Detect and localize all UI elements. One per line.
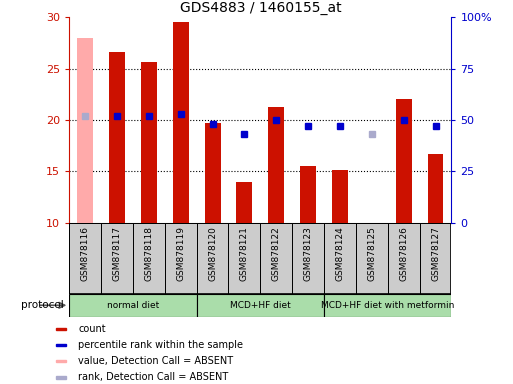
Title: GDS4883 / 1460155_at: GDS4883 / 1460155_at: [180, 1, 341, 15]
Bar: [56, 360, 66, 362]
Bar: [173, 22, 189, 223]
Bar: [388, 223, 420, 294]
Text: GSM878122: GSM878122: [272, 226, 281, 281]
Text: GSM878117: GSM878117: [112, 226, 122, 281]
Text: GSM878116: GSM878116: [81, 226, 90, 281]
Bar: [196, 223, 228, 294]
Bar: [236, 182, 252, 223]
Bar: [133, 223, 165, 294]
Text: value, Detection Call = ABSENT: value, Detection Call = ABSENT: [78, 356, 233, 366]
Text: GSM878125: GSM878125: [367, 226, 377, 281]
Text: percentile rank within the sample: percentile rank within the sample: [78, 340, 243, 350]
Bar: [56, 376, 66, 379]
Bar: [292, 223, 324, 294]
Text: MCD+HF diet: MCD+HF diet: [230, 301, 291, 310]
Bar: [261, 223, 292, 294]
Bar: [77, 38, 93, 223]
Bar: [196, 294, 324, 317]
Text: GSM878118: GSM878118: [144, 226, 153, 281]
Bar: [205, 123, 221, 223]
Bar: [420, 223, 451, 294]
Text: GSM878126: GSM878126: [399, 226, 408, 281]
Bar: [228, 223, 261, 294]
Bar: [396, 99, 411, 223]
Text: GSM878120: GSM878120: [208, 226, 217, 281]
Bar: [324, 223, 356, 294]
Text: GSM878123: GSM878123: [304, 226, 312, 281]
Text: rank, Detection Call = ABSENT: rank, Detection Call = ABSENT: [78, 372, 228, 382]
Bar: [69, 294, 196, 317]
Bar: [324, 294, 451, 317]
Bar: [141, 63, 157, 223]
Bar: [109, 52, 125, 223]
Text: GSM878121: GSM878121: [240, 226, 249, 281]
Bar: [356, 223, 388, 294]
Text: GSM878124: GSM878124: [336, 226, 344, 281]
Text: GSM878127: GSM878127: [431, 226, 440, 281]
Bar: [268, 107, 284, 223]
Text: MCD+HF diet with metformin: MCD+HF diet with metformin: [321, 301, 455, 310]
Text: normal diet: normal diet: [107, 301, 159, 310]
Bar: [56, 344, 66, 346]
Bar: [101, 223, 133, 294]
Bar: [69, 223, 101, 294]
Text: GSM878119: GSM878119: [176, 226, 185, 281]
Bar: [165, 223, 196, 294]
Text: count: count: [78, 324, 106, 334]
Text: protocol: protocol: [22, 300, 64, 310]
Bar: [56, 328, 66, 330]
Bar: [427, 154, 443, 223]
Bar: [332, 170, 348, 223]
Bar: [300, 166, 316, 223]
